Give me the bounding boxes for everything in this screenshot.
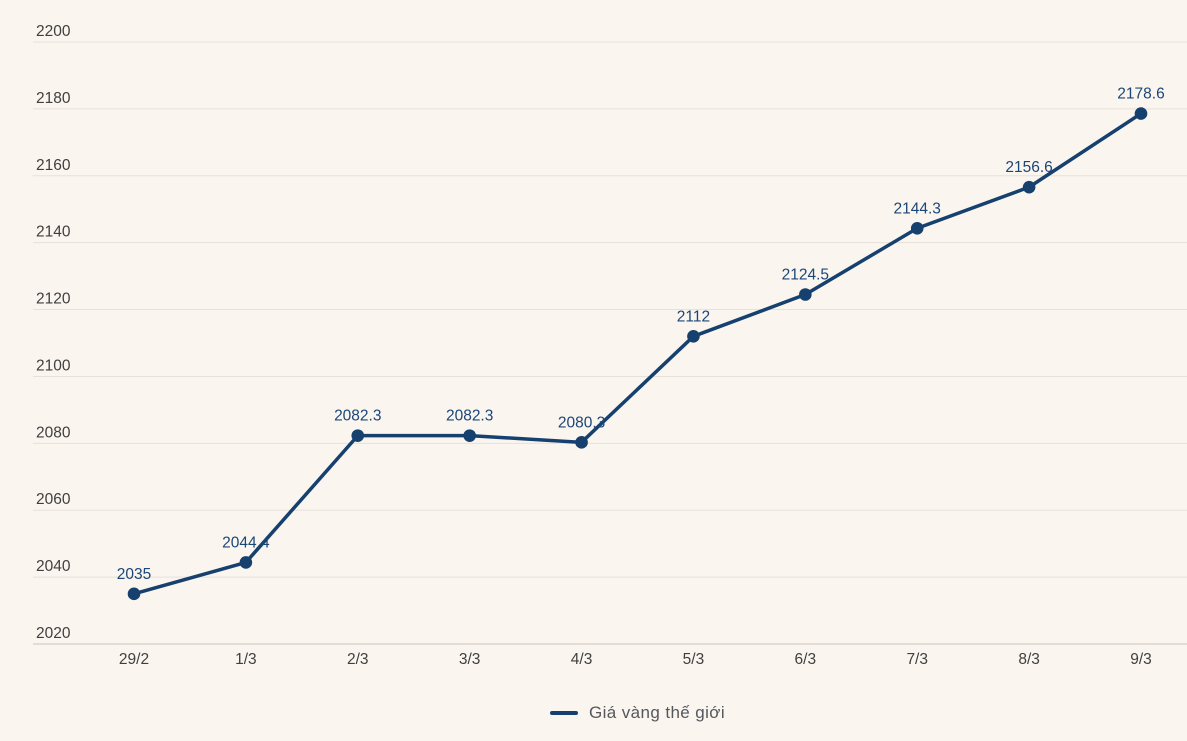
y-tick-label: 2160 (36, 157, 71, 174)
x-tick-label: 3/3 (459, 651, 481, 668)
data-point (687, 330, 700, 343)
y-tick-label: 2140 (36, 224, 71, 241)
data-point-label: 2080.3 (558, 414, 605, 431)
data-point (351, 429, 365, 442)
x-tick-label: 6/3 (795, 651, 817, 668)
legend-label: Giá vàng thế giới (588, 703, 726, 722)
series-line (132, 111, 1143, 596)
data-point-label: 2156.6 (1005, 159, 1052, 176)
x-tick-label: 1/3 (235, 651, 257, 668)
y-tick-label: 2020 (36, 625, 71, 642)
data-point-label: 2178.6 (1117, 86, 1164, 103)
data-point (463, 429, 476, 442)
data-point-label: 2124.5 (782, 267, 829, 284)
data-point (1134, 107, 1148, 120)
data-point-label: 2035 (117, 566, 151, 583)
data-point-label: 2144.3 (894, 200, 941, 217)
data-point-label: 2112 (677, 308, 710, 325)
x-tick-label: 7/3 (906, 651, 928, 668)
y-tick-label: 2080 (36, 424, 71, 441)
x-tick-label: 4/3 (571, 651, 593, 668)
y-tick-label: 2180 (36, 90, 71, 107)
y-tick-label: 2120 (36, 291, 71, 308)
x-tick-label: 9/3 (1130, 651, 1152, 668)
data-point-label: 2044.4 (222, 534, 270, 551)
data-point (575, 436, 588, 449)
y-tick-label: 2060 (36, 491, 71, 508)
data-point (239, 556, 253, 569)
y-tick-label: 2100 (36, 357, 71, 374)
chart-legend: Giá vàng thế giới (134, 701, 1141, 725)
data-point (910, 221, 924, 235)
data-point (127, 587, 141, 601)
data-point (799, 288, 812, 301)
y-tick-label: 2200 (36, 23, 71, 40)
x-tick-label: 8/3 (1018, 651, 1040, 668)
data-point-label: 2082.3 (446, 408, 493, 425)
x-tick-label: 29/2 (119, 651, 149, 668)
legend-line-swatch (549, 711, 578, 715)
data-point (1022, 180, 1036, 194)
x-tick-label: 5/3 (683, 651, 705, 668)
x-tick-label: 2/3 (347, 651, 369, 668)
y-tick-label: 2040 (36, 558, 71, 575)
data-point-label: 2082.3 (334, 408, 381, 425)
